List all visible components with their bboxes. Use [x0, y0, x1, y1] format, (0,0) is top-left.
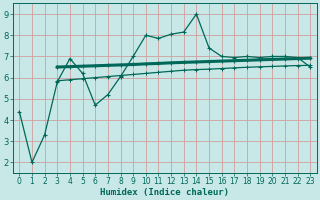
- X-axis label: Humidex (Indice chaleur): Humidex (Indice chaleur): [100, 188, 229, 197]
